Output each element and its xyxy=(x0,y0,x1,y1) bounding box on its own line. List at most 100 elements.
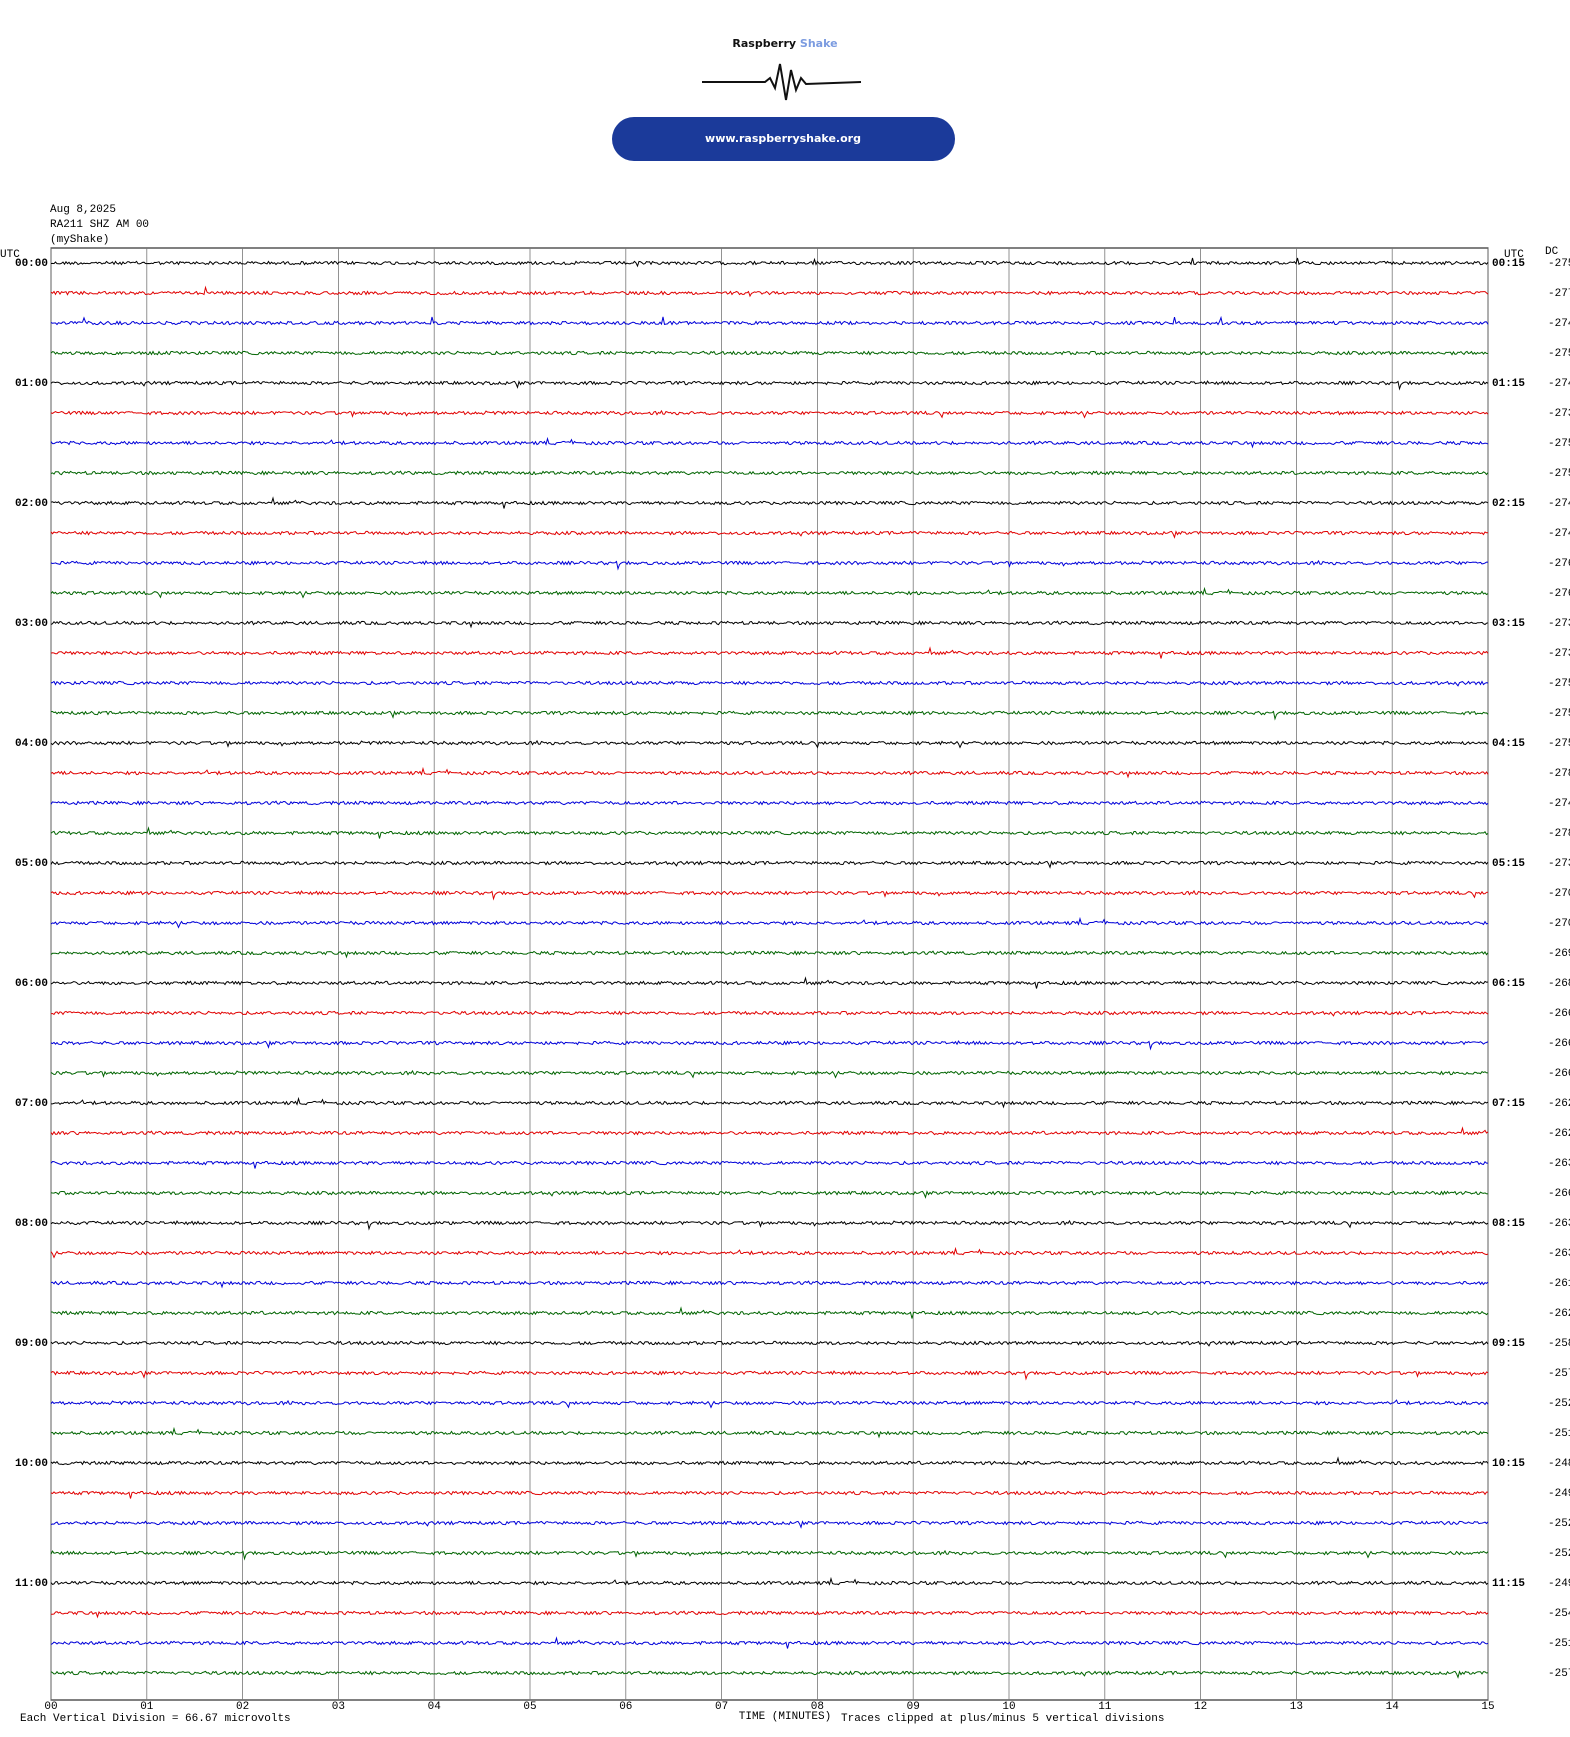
dc-value: -248 xyxy=(1548,1458,1570,1470)
trace xyxy=(50,976,1489,989)
trace xyxy=(50,646,1489,659)
x-tick-label: 07 xyxy=(715,1701,728,1713)
trace xyxy=(50,1399,1489,1409)
hour-label-right: 04:15 xyxy=(1492,738,1525,750)
trace xyxy=(50,559,1488,571)
dc-value: -266 xyxy=(1548,1038,1570,1050)
logo-title: Raspberry Shake xyxy=(732,37,837,50)
dc-value: -262 xyxy=(1548,1098,1570,1110)
right-title: UTC xyxy=(1504,249,1524,261)
trace xyxy=(50,1246,1489,1259)
dc-value: -270 xyxy=(1548,918,1570,930)
trace xyxy=(50,436,1489,449)
trace xyxy=(50,496,1489,509)
dc-value: -251 xyxy=(1548,1638,1570,1650)
dc-value: -249 xyxy=(1548,1488,1570,1500)
date: Aug 8,2025 xyxy=(50,204,116,216)
trace xyxy=(50,586,1489,599)
x-tick-label: 03 xyxy=(332,1701,345,1713)
dc-value: -273 xyxy=(1548,648,1570,660)
hour-label: 11:00 xyxy=(15,1578,48,1590)
dc-value: -275 xyxy=(1548,468,1570,480)
dc-value: -257 xyxy=(1548,1368,1570,1380)
trace xyxy=(50,1040,1489,1051)
logo-wave xyxy=(702,63,862,101)
hour-label-right: 01:15 xyxy=(1492,378,1525,390)
dc-value: -266 xyxy=(1548,1188,1570,1200)
dc-value: -249 xyxy=(1548,1578,1570,1590)
hour-label-right: 11:15 xyxy=(1492,1578,1525,1590)
hour-label: 10:00 xyxy=(15,1458,48,1470)
trace xyxy=(50,889,1489,901)
hour-label: 02:00 xyxy=(15,498,48,510)
hour-label-right: 09:15 xyxy=(1492,1338,1525,1350)
dc-value: -275 xyxy=(1548,708,1570,720)
x-tick-label: 04 xyxy=(428,1701,442,1713)
hour-label-right: 07:15 xyxy=(1492,1098,1525,1110)
trace xyxy=(50,1670,1489,1679)
trace xyxy=(50,1160,1488,1169)
hour-label: 08:00 xyxy=(15,1218,48,1230)
trace xyxy=(50,1280,1489,1289)
trace xyxy=(50,530,1489,539)
dc-value: -274 xyxy=(1548,798,1570,810)
hour-label: 06:00 xyxy=(15,978,48,990)
trace xyxy=(50,766,1489,779)
trace xyxy=(50,409,1489,419)
dc-value: -276 xyxy=(1548,588,1570,600)
dc-value: -277 xyxy=(1548,288,1570,300)
dc-value: -262 xyxy=(1548,1308,1570,1320)
trace xyxy=(50,680,1489,687)
logo-accent: Shake xyxy=(800,37,838,50)
dc-value: -263 xyxy=(1548,1158,1570,1170)
trace xyxy=(50,1126,1489,1136)
url[interactable]: www.raspberryshake.org xyxy=(705,132,861,145)
trace xyxy=(50,1490,1488,1499)
dc-value: -275 xyxy=(1548,258,1570,270)
x-title: TIME (MINUTES) xyxy=(739,1711,831,1723)
hour-label: 05:00 xyxy=(15,858,48,870)
x-tick-label: 13 xyxy=(1290,1701,1303,1713)
logo-brand: Raspberry xyxy=(732,37,796,50)
trace xyxy=(50,620,1489,629)
station: RA211 SHZ AM 00 xyxy=(50,219,149,231)
x-tick-label: 09 xyxy=(907,1701,920,1713)
trace xyxy=(50,315,1489,326)
dc-value: -275 xyxy=(1548,678,1570,690)
x-tick-label: 00 xyxy=(44,1701,57,1713)
trace xyxy=(50,350,1489,356)
dc-value: -263 xyxy=(1548,1248,1570,1260)
trace xyxy=(50,1520,1489,1529)
trace xyxy=(50,470,1489,476)
dc-value: -270 xyxy=(1548,888,1570,900)
trace xyxy=(50,380,1489,391)
hour-label: 09:00 xyxy=(15,1338,48,1350)
dc-value: -278 xyxy=(1548,828,1570,840)
dc-title: DC xyxy=(1545,246,1559,258)
trace xyxy=(50,826,1489,839)
dc-value: -261 xyxy=(1548,1278,1570,1290)
dc-value: -266 xyxy=(1548,1068,1570,1080)
x-tick-label: 14 xyxy=(1386,1701,1400,1713)
trace xyxy=(51,1306,1489,1319)
trace xyxy=(50,800,1489,806)
hour-label-right: 10:15 xyxy=(1492,1458,1525,1470)
x-tick-label: 01 xyxy=(140,1701,154,1713)
hour-label-right: 05:15 xyxy=(1492,858,1525,870)
trace xyxy=(50,1456,1489,1466)
x-tick-label: 15 xyxy=(1481,1701,1494,1713)
trace xyxy=(51,1096,1489,1109)
trace xyxy=(50,1426,1489,1439)
dc-value: -274 xyxy=(1548,378,1570,390)
dc-value: -258 xyxy=(1548,1338,1570,1350)
dc-value: -251 xyxy=(1548,1428,1570,1440)
dc-value: -262 xyxy=(1548,1128,1570,1140)
dc-value: -269 xyxy=(1548,948,1570,960)
trace xyxy=(50,1636,1489,1649)
url-button[interactable] xyxy=(612,117,955,161)
dc-value: -273 xyxy=(1548,858,1570,870)
trace xyxy=(50,739,1489,749)
trace xyxy=(50,710,1489,721)
dc-value: -263 xyxy=(1548,1218,1570,1230)
hour-label: 04:00 xyxy=(15,738,48,750)
